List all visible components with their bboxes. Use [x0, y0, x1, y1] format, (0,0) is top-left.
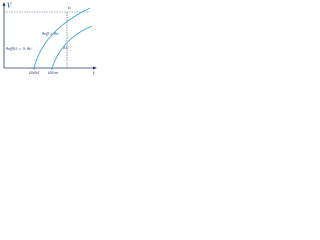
- t1-label: t₁: [68, 5, 72, 10]
- full-theta-label: θeff = θ0: [42, 32, 59, 36]
- x-arrow: [93, 66, 97, 70]
- half-theta-label: θeff(t) = ½ θ0: [6, 46, 32, 51]
- x-mark-label: tDlim: [48, 71, 59, 75]
- y-label: V: [7, 3, 12, 10]
- x-label: t: [93, 71, 96, 77]
- curve-full: [51, 25, 93, 69]
- delta-v-label: ΔV: [62, 45, 70, 50]
- x-mark-label: tDdel: [29, 71, 39, 75]
- page: V t t₁ θeff(t) = ½ θ0 θeff = θ0 ΔV tDdel…: [0, 0, 100, 77]
- diagram: V t t₁ θeff(t) = ½ θ0 θeff = θ0 ΔV tDdel…: [2, 2, 97, 77]
- curve-half: [33, 7, 91, 69]
- y-arrow: [2, 2, 6, 6]
